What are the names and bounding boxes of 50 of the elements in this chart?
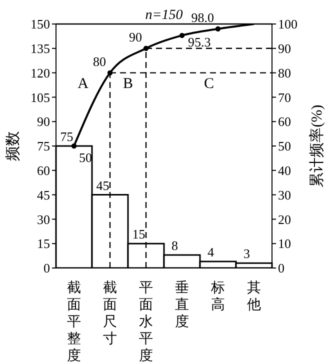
y-tick-label: 105 (30, 90, 50, 105)
x-tick-label: 平面水平度 (139, 281, 153, 364)
data-label: 3 (244, 246, 250, 262)
x-tick-label: 截面尺寸 (103, 280, 117, 347)
y2-tick-label: 70 (278, 90, 291, 105)
y2-tick-label: 10 (278, 236, 291, 252)
data-label: 45 (96, 178, 110, 193)
y2-tick-label: 0 (278, 260, 284, 276)
y-tick-label: 90 (37, 114, 50, 130)
data-label: 98.0 (191, 10, 214, 25)
x-tick-label: 垂直度 (175, 280, 189, 330)
data-label: 50 (79, 150, 92, 165)
y-tick-label: 45 (37, 187, 50, 202)
y-tick-label: 60 (37, 163, 50, 178)
ref-line-label: n=150 (145, 8, 183, 23)
y-tick-label: 15 (37, 236, 50, 252)
x-tick-label: 其他 (247, 280, 261, 313)
data-label: 80 (93, 54, 106, 69)
point (179, 32, 185, 38)
y-tick-label: 75 (37, 138, 50, 154)
point (143, 46, 149, 51)
annotation: C (204, 76, 214, 92)
y2-tick-label: 30 (278, 187, 291, 202)
y2-tick-label: 90 (278, 41, 291, 56)
y2-tick-label: 100 (278, 16, 298, 32)
y2-tick-label: 60 (278, 114, 291, 130)
y-axis-title: 频数 (4, 131, 22, 161)
y-tick-label: 150 (30, 16, 50, 32)
annotation: A (78, 76, 89, 92)
annotation: B (122, 76, 134, 92)
data-label: 75 (60, 129, 74, 144)
y2-tick-label: 20 (278, 212, 291, 227)
y2-axis-title: 累计频率(%) (308, 104, 326, 188)
y2-tick-label: 40 (278, 163, 291, 178)
point (71, 143, 77, 149)
y-tick-label: 0 (44, 260, 50, 276)
data-label: 4 (208, 244, 215, 260)
data-label: 15 (132, 226, 146, 242)
data-label: 90 (129, 29, 142, 44)
y-tick-label: 120 (30, 65, 50, 80)
y2-tick-label: 50 (278, 138, 291, 154)
x-tick-label: 标高 (210, 280, 225, 313)
y-tick-label: 135 (30, 41, 50, 56)
data-label: 95.3 (188, 34, 211, 50)
y2-tick-label: 80 (278, 65, 291, 80)
point (215, 26, 221, 32)
x-tick-label: 截面平整度 (67, 280, 81, 364)
point (107, 70, 113, 76)
y-tick-label: 30 (37, 212, 50, 227)
data-label: 8 (172, 238, 178, 253)
